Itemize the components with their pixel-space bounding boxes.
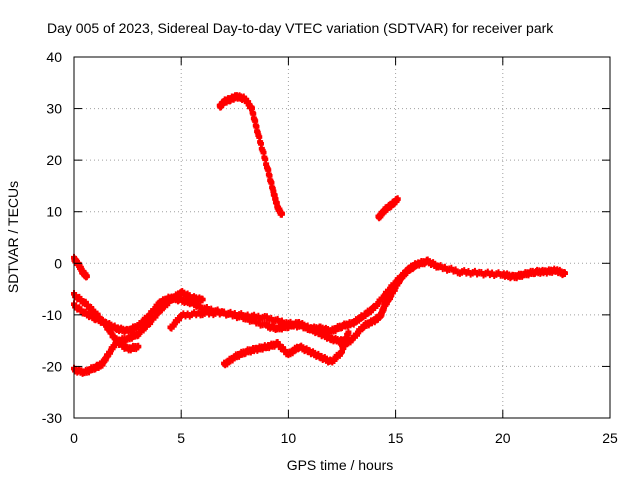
x-tick-label: 0: [70, 430, 78, 446]
series-arc-7: [221, 328, 352, 369]
data-point: [199, 297, 206, 304]
data-point: [278, 211, 285, 218]
data-point: [345, 330, 352, 337]
data-point: [561, 271, 568, 277]
grid-lines: [74, 57, 610, 418]
y-tick-label: 0: [54, 255, 62, 271]
series-arc-9: [339, 260, 421, 351]
data-point: [135, 344, 142, 351]
data-point: [414, 262, 421, 269]
series-arc-8: [375, 195, 401, 222]
x-axis-label: GPS time / hours: [287, 457, 394, 473]
x-tick-label: 25: [602, 430, 618, 446]
chart-title: Day 005 of 2023, Sidereal Day-to-day VTE…: [47, 20, 554, 36]
plot-frame: [73, 56, 611, 419]
data-points: [71, 92, 568, 377]
data-point: [394, 196, 401, 203]
x-tick-label: 5: [177, 430, 185, 446]
series-arc-6: [216, 92, 285, 218]
data-point: [83, 274, 90, 281]
tick-labels: 0 5 10 15 20 25 -30 -20 -10 0 10 20 30 40: [42, 49, 618, 446]
y-tick-label: -20: [42, 358, 62, 374]
series-arc-5: [167, 256, 568, 336]
y-tick-label: 30: [46, 101, 62, 117]
tick-marks: [73, 56, 611, 419]
y-tick-label: 40: [46, 49, 62, 65]
y-tick-label: -10: [42, 307, 62, 323]
x-tick-label: 10: [281, 430, 297, 446]
series-arc-4: [71, 287, 206, 377]
y-axis-label: SDTVAR / TECUs: [5, 181, 21, 293]
y-tick-label: 20: [46, 152, 62, 168]
x-tick-label: 20: [495, 430, 511, 446]
y-tick-label: 10: [46, 204, 62, 220]
x-tick-label: 15: [388, 430, 404, 446]
y-tick-label: -30: [42, 410, 62, 426]
